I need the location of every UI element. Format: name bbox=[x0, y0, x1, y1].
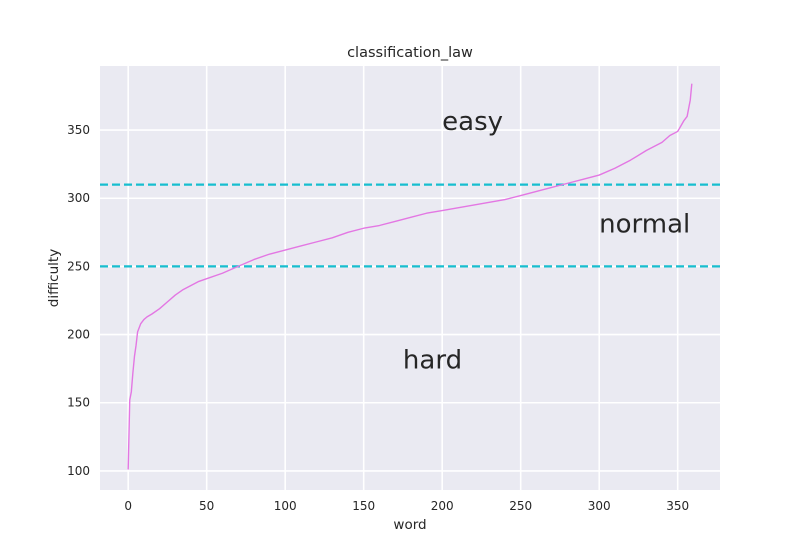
threshold-lines bbox=[100, 183, 720, 268]
x-tick-label: 250 bbox=[509, 499, 532, 513]
x-tick-label: 50 bbox=[199, 499, 214, 513]
y-tick-label: 250 bbox=[67, 259, 90, 273]
grid bbox=[100, 66, 720, 490]
x-axis-label: word bbox=[393, 517, 426, 533]
y-axis-label: difficulty bbox=[46, 249, 62, 307]
y-tick-label: 100 bbox=[67, 464, 90, 478]
x-tick-label: 0 bbox=[124, 499, 132, 513]
x-tick-label: 150 bbox=[352, 499, 375, 513]
chart-title: classification_law bbox=[347, 45, 473, 61]
y-tick-label: 350 bbox=[67, 123, 90, 137]
y-tick-label: 150 bbox=[67, 396, 90, 410]
y-tick-label: 200 bbox=[67, 328, 90, 342]
x-tick-label: 100 bbox=[274, 499, 297, 513]
annotation-hard: hard bbox=[403, 346, 462, 376]
plot-background bbox=[100, 66, 720, 490]
y-tick-labels: 100 150 200 250 300 350 bbox=[67, 123, 90, 478]
series-line bbox=[127, 83, 693, 470]
y-tick-label: 300 bbox=[67, 191, 90, 205]
x-tick-label: 300 bbox=[588, 499, 611, 513]
x-tick-labels: 0 50 100 150 200 250 300 350 bbox=[124, 499, 689, 513]
series-group bbox=[127, 83, 693, 470]
annotations: easy normal hard bbox=[403, 107, 690, 376]
x-tick-label: 350 bbox=[666, 499, 689, 513]
annotation-easy: easy bbox=[442, 107, 503, 137]
annotation-normal: normal bbox=[599, 209, 690, 239]
x-tick-label: 200 bbox=[431, 499, 454, 513]
